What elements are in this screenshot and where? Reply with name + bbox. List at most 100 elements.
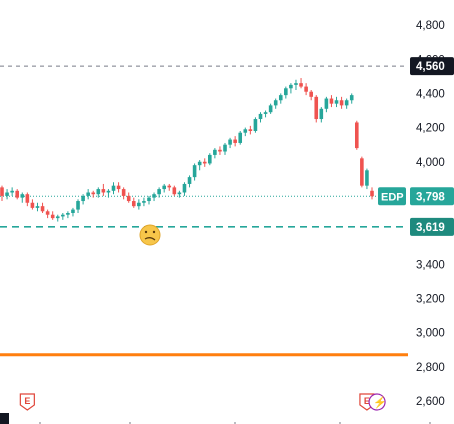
svg-text:3,619: 3,619 bbox=[416, 222, 445, 234]
price-levels bbox=[0, 65, 408, 357]
candle bbox=[248, 125, 253, 135]
candle bbox=[182, 182, 187, 196]
candle bbox=[152, 192, 156, 202]
candle bbox=[202, 158, 207, 167]
candle bbox=[147, 195, 151, 205]
candle bbox=[228, 137, 232, 149]
candle bbox=[334, 96, 339, 108]
candle bbox=[294, 79, 298, 90]
candle bbox=[61, 213, 65, 220]
event-markers[interactable]: E E ⚡ bbox=[19, 393, 387, 411]
candle bbox=[142, 197, 146, 207]
candle bbox=[197, 160, 202, 171]
candle bbox=[55, 214, 60, 222]
candle bbox=[233, 136, 237, 147]
candle bbox=[324, 96, 329, 113]
candle bbox=[370, 187, 374, 200]
y-tick-label: 3,200 bbox=[416, 293, 445, 305]
candle bbox=[66, 211, 70, 219]
svg-text:E: E bbox=[364, 396, 370, 406]
candle bbox=[360, 156, 364, 188]
candle bbox=[177, 190, 182, 198]
svg-text:4,560: 4,560 bbox=[416, 61, 445, 73]
candle bbox=[268, 103, 273, 114]
candle bbox=[339, 96, 344, 109]
candle bbox=[162, 183, 166, 193]
candle bbox=[263, 110, 268, 118]
candle bbox=[157, 187, 161, 198]
candle bbox=[35, 202, 40, 212]
emoji-marker[interactable] bbox=[139, 224, 161, 246]
symbol-tag: EDP bbox=[378, 187, 406, 206]
candle bbox=[10, 187, 14, 196]
candle bbox=[192, 163, 197, 181]
candle bbox=[71, 207, 75, 217]
earnings-marker-left[interactable]: E bbox=[19, 393, 35, 411]
candle bbox=[40, 202, 45, 213]
candle bbox=[243, 127, 248, 137]
y-tick-label: 4,000 bbox=[416, 157, 445, 169]
confused-face-icon[interactable] bbox=[139, 224, 161, 246]
candle bbox=[126, 192, 131, 203]
candle bbox=[344, 98, 349, 109]
candle bbox=[0, 185, 4, 202]
candle bbox=[101, 183, 106, 196]
candle bbox=[50, 211, 55, 220]
y-tick-label: 4,800 bbox=[416, 20, 445, 32]
candle bbox=[319, 107, 324, 123]
candle bbox=[218, 146, 222, 155]
y-tick-label: 3,400 bbox=[416, 259, 445, 271]
price-axis: 4,8004,6004,4004,2004,0003,8003,6003,400… bbox=[416, 20, 445, 408]
upper-level-price-tag: 4,560 bbox=[410, 57, 454, 76]
candle bbox=[76, 199, 80, 213]
candle bbox=[30, 199, 35, 210]
candle bbox=[223, 142, 227, 155]
candle bbox=[25, 192, 30, 207]
y-tick-label: 3,000 bbox=[416, 328, 445, 340]
last-price-tag: 3,798 bbox=[410, 187, 454, 206]
candle bbox=[20, 192, 25, 203]
candle bbox=[278, 93, 283, 104]
candle bbox=[116, 182, 121, 193]
candle bbox=[5, 189, 9, 200]
price-tags: 4,560 3,619 3,798 EDP bbox=[378, 57, 454, 236]
candle bbox=[309, 90, 313, 101]
candle bbox=[106, 189, 111, 198]
candle bbox=[258, 112, 263, 123]
candle bbox=[121, 187, 126, 200]
candle bbox=[213, 148, 217, 159]
svg-text:⚡: ⚡ bbox=[373, 396, 387, 409]
candle bbox=[208, 153, 212, 166]
candle bbox=[91, 190, 96, 198]
candle bbox=[96, 187, 101, 198]
scroll-corner-block bbox=[0, 413, 9, 424]
candle bbox=[238, 131, 243, 145]
candle bbox=[289, 83, 293, 94]
svg-text:3,798: 3,798 bbox=[416, 191, 445, 203]
candle bbox=[137, 199, 141, 210]
candle bbox=[349, 93, 354, 104]
candle bbox=[111, 182, 116, 195]
candle bbox=[253, 117, 258, 133]
candle bbox=[131, 197, 136, 208]
candle bbox=[354, 120, 359, 150]
svg-text:E: E bbox=[24, 396, 30, 406]
candle bbox=[86, 189, 90, 200]
candle bbox=[81, 194, 85, 205]
candle bbox=[365, 168, 369, 190]
lightning-marker[interactable]: ⚡ bbox=[368, 393, 387, 411]
candle bbox=[273, 98, 278, 109]
candle bbox=[299, 78, 303, 89]
candle bbox=[329, 95, 334, 108]
y-tick-label: 2,800 bbox=[416, 362, 445, 374]
candle bbox=[314, 95, 319, 123]
y-tick-label: 2,600 bbox=[416, 396, 445, 408]
candle bbox=[167, 183, 172, 191]
lower-level-price-tag: 3,619 bbox=[410, 217, 454, 236]
candle bbox=[284, 86, 288, 99]
candles bbox=[0, 78, 374, 222]
y-tick-label: 4,400 bbox=[416, 88, 445, 100]
candle bbox=[15, 189, 20, 200]
svg-text:EDP: EDP bbox=[381, 191, 404, 203]
